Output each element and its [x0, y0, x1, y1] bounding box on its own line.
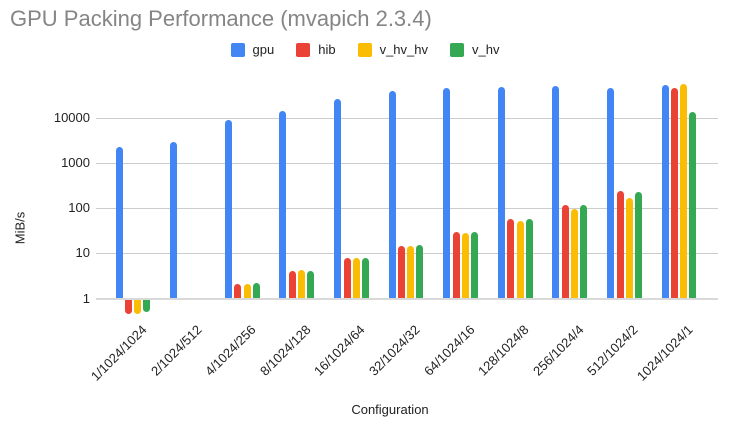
bar-gpu-2/1024/512 — [170, 141, 178, 299]
y-tick-label: 10000 — [53, 109, 90, 125]
x-axis-baseline — [96, 298, 718, 300]
bar-v_hv_hv-1024/1024/1 — [680, 84, 688, 299]
bar-v_hv_hv-1/1024/1024 — [134, 300, 142, 314]
gridline — [96, 208, 718, 210]
legend-item-v_hv_hv: v_hv_hv — [357, 42, 428, 57]
bar-hib-32/1024/32 — [398, 246, 406, 299]
legend-swatch-gpu — [230, 42, 245, 57]
legend-label: v_hv_hv — [379, 42, 428, 57]
bar-v_hv_hv-4/1024/256 — [243, 283, 251, 299]
bar-hib-1/1024/1024 — [125, 300, 133, 314]
bar-gpu-1024/1024/1 — [661, 84, 669, 299]
bar-gpu-8/1024/128 — [279, 111, 287, 299]
y-tick-label: 1000 — [61, 154, 90, 170]
bar-gpu-128/1024/8 — [497, 87, 505, 299]
bar-v_hv_hv-16/1024/64 — [352, 258, 360, 299]
legend: gpu hib v_hv_hv v_hv — [0, 42, 730, 57]
bar-hib-64/1024/16 — [452, 232, 460, 299]
bar-v_hv-16/1024/64 — [361, 258, 369, 299]
legend-label: gpu — [252, 42, 275, 57]
x-axis-title: Configuration — [351, 402, 429, 417]
bar-hib-4/1024/256 — [234, 283, 242, 299]
bar-v_hv_hv-256/1024/4 — [571, 208, 579, 299]
bar-hib-8/1024/128 — [289, 270, 296, 299]
bar-v_hv-4/1024/256 — [252, 283, 260, 299]
bar-gpu-512/1024/2 — [606, 87, 614, 299]
legend-item-gpu: gpu — [230, 42, 275, 57]
bar-v_hv_hv-64/1024/16 — [461, 233, 469, 299]
bar-v_hv-1/1024/1024 — [143, 300, 151, 312]
bar-v_hv_hv-128/1024/8 — [516, 220, 524, 299]
bar-v_hv-256/1024/4 — [580, 204, 588, 299]
bar-v_hv-1024/1024/1 — [689, 112, 697, 299]
chart-title: GPU Packing Performance (mvapich 2.3.4) — [10, 6, 432, 31]
bar-hib-256/1024/4 — [562, 205, 569, 299]
y-axis-title: MiB/s — [12, 211, 28, 245]
bar-gpu-256/1024/4 — [552, 86, 560, 299]
bar-hib-512/1024/2 — [616, 190, 624, 299]
bar-gpu-64/1024/16 — [443, 88, 451, 299]
bar-v_hv_hv-8/1024/128 — [298, 270, 306, 299]
gridline — [96, 117, 718, 119]
bar-v_hv-32/1024/32 — [416, 245, 424, 299]
bar-v_hv_hv-32/1024/32 — [407, 246, 415, 299]
bar-gpu-1/1024/1024 — [115, 146, 123, 299]
y-tick-label: 1 — [82, 290, 90, 306]
y-tick-label: 10 — [75, 245, 90, 261]
bar-gpu-32/1024/32 — [388, 91, 396, 299]
legend-item-v_hv: v_hv — [450, 42, 499, 57]
bar-hib-16/1024/64 — [343, 258, 351, 299]
bar-v_hv-512/1024/2 — [634, 191, 642, 299]
legend-item-hib: hib — [296, 42, 336, 57]
bar-v_hv-64/1024/16 — [471, 231, 478, 299]
gridline — [96, 253, 718, 255]
legend-swatch-hib — [296, 42, 311, 57]
bar-hib-1024/1024/1 — [671, 87, 679, 299]
y-tick-label: 100 — [68, 200, 90, 216]
bar-gpu-4/1024/256 — [224, 120, 232, 299]
bar-v_hv_hv-512/1024/2 — [625, 198, 633, 299]
legend-label: v_hv — [472, 42, 500, 57]
bar-v_hv-128/1024/8 — [525, 218, 533, 299]
legend-swatch-v_hv — [450, 42, 464, 57]
gridline — [96, 162, 718, 164]
bar-v_hv-8/1024/128 — [307, 270, 315, 299]
bar-gpu-16/1024/64 — [333, 98, 341, 299]
legend-label: hib — [318, 42, 336, 57]
bar-hib-128/1024/8 — [507, 218, 515, 299]
legend-swatch-v_hv_hv — [357, 42, 372, 57]
